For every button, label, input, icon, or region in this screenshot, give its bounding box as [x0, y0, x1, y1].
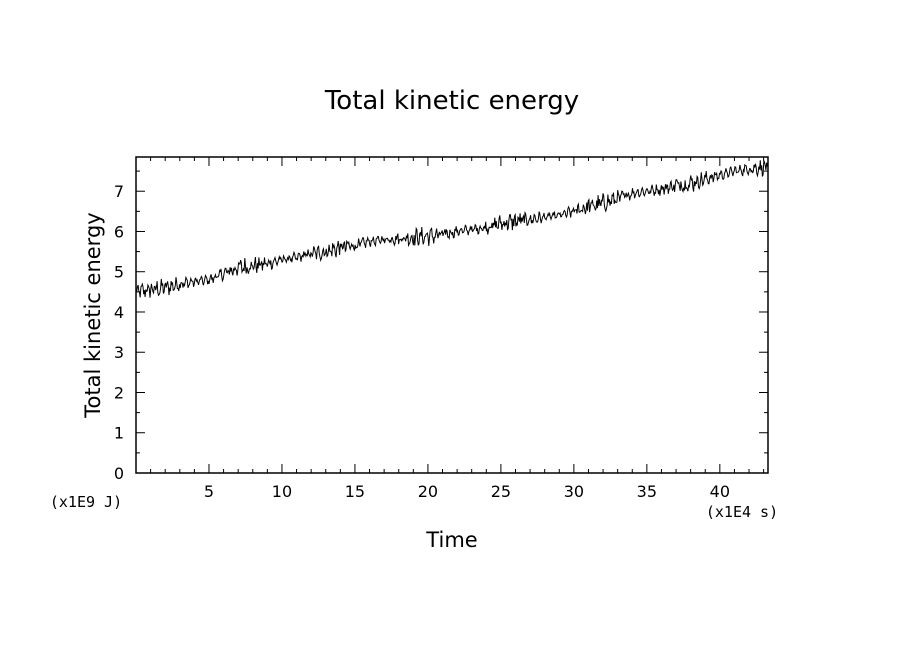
y-tick-label: 4 — [114, 303, 124, 322]
y-tick-label: 0 — [114, 464, 124, 483]
tick-marks — [136, 157, 768, 473]
x-axis-label: Time — [425, 528, 477, 552]
y-tick-label: 2 — [114, 383, 124, 402]
x-tick-label: 40 — [710, 482, 730, 501]
x-tick-label: 25 — [491, 482, 511, 501]
y-tick-label: 7 — [114, 182, 124, 201]
y-tick-label: 5 — [114, 263, 124, 282]
y-tick-label: 3 — [114, 343, 124, 362]
y-axis-label: Total kinetic energy — [81, 212, 105, 418]
x-tick-label: 5 — [204, 482, 214, 501]
x-tick-label: 10 — [272, 482, 292, 501]
chart-title: Total kinetic energy — [324, 86, 580, 116]
y-tick-label: 1 — [114, 424, 124, 443]
x-tick-label: 20 — [418, 482, 438, 501]
plot-frame — [135, 156, 769, 474]
y-tick-label: 6 — [114, 222, 124, 241]
y-unit-label: (x1E9 J) — [50, 493, 122, 511]
tick-labels: 5 10 15 20 25 30 35 40 0 1 2 3 4 5 6 7 — [114, 182, 730, 501]
x-tick-label: 15 — [345, 482, 365, 501]
x-tick-label: 35 — [637, 482, 657, 501]
x-unit-label: (x1E4 s) — [706, 503, 778, 521]
series-line — [135, 159, 769, 298]
x-tick-label: 30 — [564, 482, 584, 501]
